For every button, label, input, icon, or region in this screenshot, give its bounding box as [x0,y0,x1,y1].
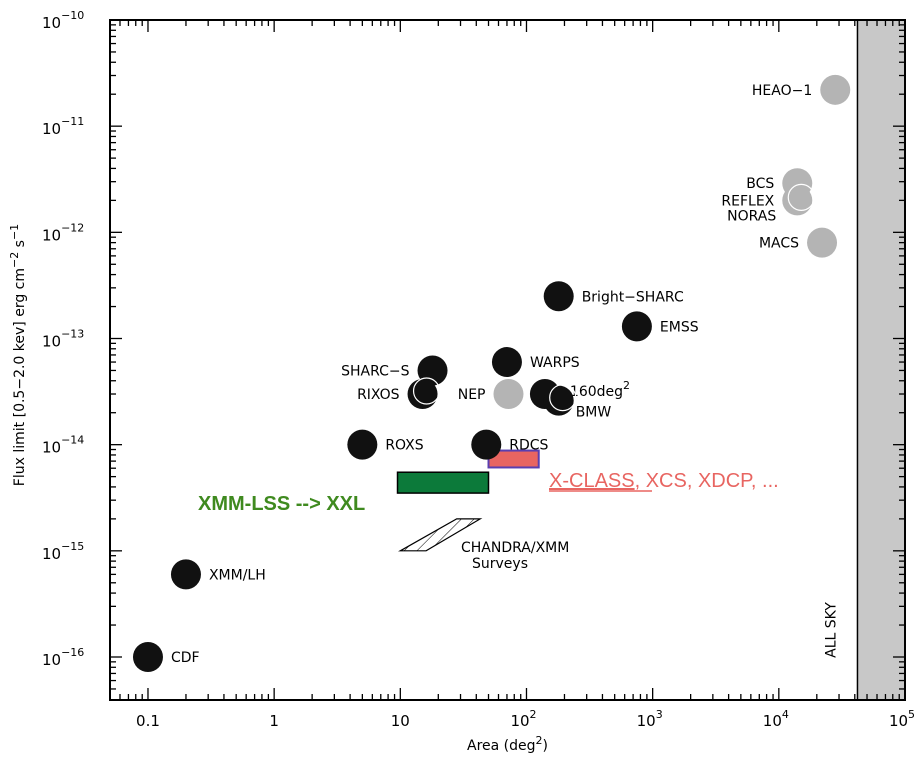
y-tick-label-3: 10−13 [42,328,84,351]
point-label-6: EMSS [660,319,699,335]
point-14 [471,429,502,460]
axis-labels: 0.1 1 10 102 103 104 105 10−10 10−11 10−12 10−13 10… [42,9,915,730]
axis-ticks [109,19,906,700]
survey-regions: XMM-LSS --> XXL X-CLASS, XCS, XDCP, ... CH… [198,449,779,572]
x-tick-label-1: 1 [269,712,279,730]
xxl-label: XMM-LSS --> XXL [198,493,365,515]
x-tick-label-5: 104 [763,708,789,730]
point-label-7: WARPS [530,355,580,371]
y-tick-label-4: 10−14 [42,434,84,457]
point-ring-2 [787,183,815,211]
point-label-0: HEAO−1 [752,83,812,99]
point-label-16: CDF [171,650,200,666]
point-label-11: 160deg2 [570,379,630,400]
point-label-8: SHARC−S [341,363,410,379]
point-label-13: ROXS [385,438,423,454]
point-12 [543,385,574,416]
point-10 [493,379,524,410]
point-13 [347,429,378,460]
point-label-4: MACS [759,236,799,252]
xclass-label-underlined: X-CLASS [549,470,635,492]
point-7 [491,347,522,378]
point-4 [807,227,838,258]
chandra-region [398,518,483,552]
point-9 [407,379,438,410]
xclass-label: X-CLASS, XCS, XDCP, ... [549,470,779,492]
x-tick-label-3: 102 [510,708,536,730]
point-6 [621,311,652,342]
point-0 [820,74,851,105]
chandra-label-2: Surveys [472,556,528,572]
y-tick-label-2: 10−12 [42,221,84,244]
point-label-3: NORAS [727,208,776,224]
point-label-15: XMM/LH [209,567,266,583]
point-label-12: BMW [576,405,612,421]
chandra-label: CHANDRA/XMM [461,540,569,556]
point-ring-9 [412,377,441,405]
all-sky-band: ALL SKY [823,19,906,701]
point-label-5: Bright−SHARC [582,289,684,305]
point-15 [170,559,201,590]
point-label-10: NEP [458,387,486,403]
x-tick-label-4: 103 [637,708,663,730]
point-label-9: RIXOS [357,387,400,403]
x-tick-label-0: 0.1 [136,712,160,730]
xxl-region [396,471,490,494]
y-tick-label-5: 10−15 [42,540,84,563]
point-label-14: RDCS [509,438,548,454]
y-tick-label-6: 10−16 [42,646,84,669]
point-16 [132,642,163,672]
x-tick-label-6: 105 [889,708,915,730]
point-label-2: REFLEX [721,193,774,209]
all-sky-band-rect [856,19,906,701]
point-5 [543,281,574,312]
point-ring-12 [549,384,577,412]
all-sky-label: ALL SKY [823,602,839,658]
y-axis-label: Flux limit [0.5−2.0 kev] erg cm−2 s−1 [8,224,28,486]
point-label-1: BCS [746,176,774,192]
x-tick-label-2: 10 [391,712,410,730]
xclass-label-rest: , XCS, XDCP, ... [635,470,779,492]
point-2 [782,185,813,216]
y-tick-label-1: 10−11 [42,115,84,138]
y-tick-label-0: 10−10 [42,9,84,32]
x-axis-label: Area (deg2) [467,734,548,754]
